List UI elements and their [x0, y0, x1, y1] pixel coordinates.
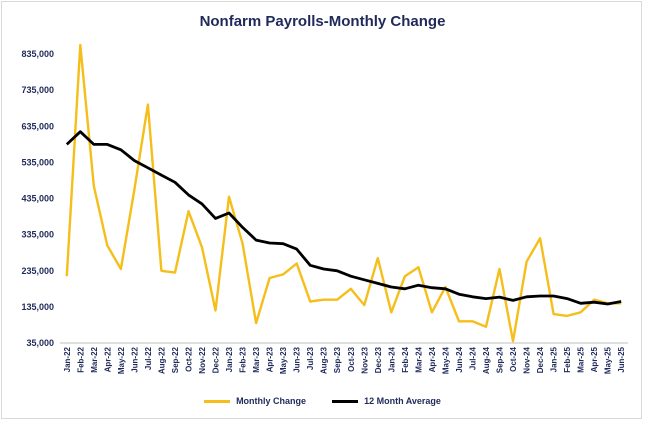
- x-tick-label: Dec-24: [536, 346, 545, 373]
- x-tick-label: Jan-25: [550, 346, 559, 372]
- x-tick-label: Jun-22: [130, 346, 139, 372]
- x-tick-label: Sep-24: [496, 346, 505, 373]
- legend: Monthly Change 12 Month Average: [0, 396, 645, 406]
- x-tick-label: Feb-24: [401, 346, 410, 372]
- x-tick-label: Feb-23: [239, 346, 248, 372]
- y-tick-label: 835,000: [21, 49, 54, 59]
- x-tick-label: Nov-23: [360, 346, 369, 373]
- x-tick-label: Apr-23: [266, 346, 275, 372]
- x-tick-label: Oct-24: [509, 346, 518, 371]
- x-tick-label: Jan-24: [387, 346, 396, 372]
- x-tick-label: Jul-23: [306, 346, 315, 370]
- x-tick-label: May-25: [604, 346, 613, 374]
- x-tick-label: Oct-23: [347, 346, 356, 371]
- x-tick-label: Jan-23: [225, 346, 234, 372]
- legend-swatch-monthly-change: [204, 399, 231, 403]
- x-tick-label: May-22: [117, 346, 126, 374]
- y-tick-label: 735,000: [21, 85, 54, 95]
- x-tick-label: Apr-25: [590, 346, 599, 372]
- x-tick-label: May-24: [441, 346, 450, 374]
- x-tick-label: Nov-24: [523, 346, 532, 373]
- x-tick-label: Jan-22: [63, 346, 72, 372]
- y-tick-label: 135,000: [21, 302, 54, 312]
- x-tick-label: Feb-25: [563, 346, 572, 372]
- x-tick-label: Sep-22: [171, 346, 180, 373]
- x-tick-label: Dec-23: [374, 346, 383, 373]
- x-tick-label: Mar-22: [90, 346, 99, 372]
- x-tick-label: Feb-22: [76, 346, 85, 372]
- legend-label-12-month-average: 12 Month Average: [364, 396, 441, 406]
- y-tick-label: 635,000: [21, 121, 54, 131]
- y-tick-label: 35,000: [26, 338, 54, 348]
- series-lines: [65, 43, 622, 343]
- x-tick-label: Aug-23: [320, 346, 329, 374]
- x-tick-label: Jun-23: [293, 346, 302, 372]
- x-tick-label: May-23: [279, 346, 288, 374]
- x-tick-label: Jun-25: [617, 346, 626, 372]
- x-axis: Jan-22 Feb-22 Mar-22 Apr-22 May-22 Jun-22 Jul-…: [60, 342, 628, 374]
- legend-item-monthly-change: Monthly Change: [204, 396, 306, 406]
- legend-label-monthly-change: Monthly Change: [236, 396, 307, 406]
- x-tick-label: Aug-24: [482, 346, 491, 374]
- x-tick-label: Jul-22: [144, 346, 153, 370]
- x-tick-label: Apr-24: [428, 346, 437, 372]
- x-tick-label: Oct-22: [184, 346, 193, 371]
- x-tick-label: Jun-24: [455, 346, 464, 372]
- x-tick-label: Dec-22: [212, 346, 221, 373]
- x-tick-label: Apr-22: [103, 346, 112, 372]
- y-tick-label: 235,000: [21, 266, 54, 276]
- y-tick-label: 535,000: [21, 157, 54, 167]
- legend-swatch-12-month-average: [332, 399, 359, 403]
- y-tick-label: 335,000: [21, 230, 54, 240]
- series-line-monthly-change: [65, 43, 622, 343]
- y-axis: 35,000 135,000 235,000 335,000 435,000 535,00…: [21, 49, 54, 348]
- legend-item-12-month-average: 12 Month Average: [332, 396, 441, 406]
- x-tick-label: Sep-23: [333, 346, 342, 373]
- x-tick-label: Nov-22: [198, 346, 207, 373]
- x-tick-label: Aug-22: [157, 346, 166, 374]
- x-tick-label: Mar-25: [577, 346, 586, 372]
- x-tick-label: Jul-24: [468, 346, 477, 370]
- series-line-12-month-average: [65, 130, 622, 306]
- chart-title: Nonfarm Payrolls-Monthly Change: [199, 13, 446, 30]
- y-tick-label: 435,000: [21, 194, 54, 204]
- x-tick-label: Mar-24: [414, 346, 423, 372]
- x-tick-label: Mar-23: [252, 346, 261, 372]
